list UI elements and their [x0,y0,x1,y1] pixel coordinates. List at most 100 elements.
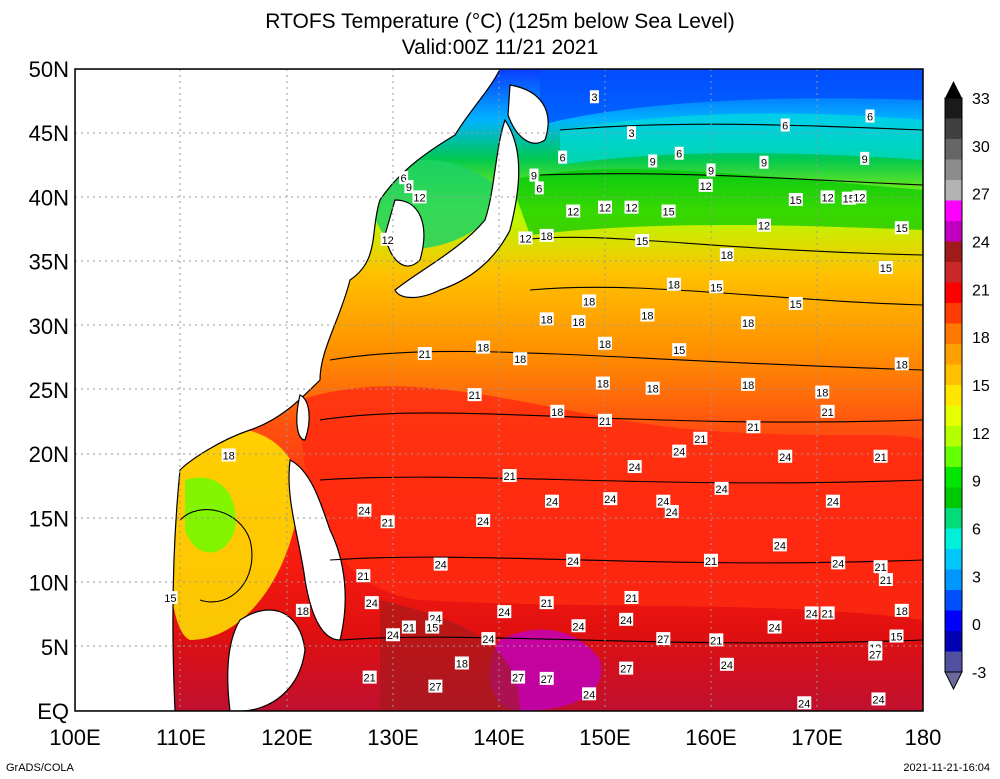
lon-tick-label: 100E [49,725,100,750]
contour-label: 3 [628,128,634,140]
contour-label-box [656,632,671,646]
contour-label-box [624,200,639,214]
longitude-axis: 100E 110E 120E 130E 140E 150E 160E 170E 180 [49,725,941,750]
contour-label: 21 [382,517,394,529]
philippines-land [288,459,346,641]
contour-label: 24 [629,462,641,474]
contour-label-box [780,118,790,132]
contour-label-box [894,357,909,371]
blue-north-patch [540,69,923,125]
footer-timestamp: 2021-11-21-16:04 [903,762,990,774]
contour-label-box [362,670,377,684]
contour-label-box [550,404,565,418]
contour-label: 18 [599,339,611,351]
contour-label-box [481,632,496,646]
colorbar-tick-label: 30 [972,139,990,156]
contour-label-box [894,603,909,617]
contour-label: 9 [406,182,412,194]
contour-label: 6 [401,173,407,185]
korea-land [384,199,425,267]
contour-label: 21 [599,416,611,428]
contour-label-box [598,413,612,427]
contour-label-box [467,388,482,402]
contour-label-box [640,308,655,322]
contour-label-box [841,191,856,205]
contour-label: 18 [742,380,754,392]
contour-label-box [741,316,756,330]
contour-label-box [627,126,636,140]
contour-label: 18 [477,343,489,355]
contour-label-box [788,192,803,206]
contour-label: 24 [721,660,733,672]
contour-label-box [698,178,713,192]
contour-label-box [545,494,559,508]
colorbar-segment [945,323,962,345]
contour-label: 15 [843,194,855,206]
contour-label: 6 [536,183,542,195]
colorbar-tick-label: 3 [972,569,981,586]
contour-label-box [582,294,597,308]
contour-label-box [356,569,371,583]
hokkaido-land [507,84,549,144]
lon-tick-label: 160E [685,725,736,750]
colorbar-segment [945,303,962,324]
colorbar [944,81,963,691]
colorbar-segment [945,385,962,406]
contour-label: 21 [710,635,722,647]
contour-label-box [539,596,554,610]
colorbar-segment [945,364,962,386]
contour-label: 18 [816,388,828,400]
contour-label: 24 [567,556,579,568]
contour-label: 18 [896,606,908,618]
contour-label-box [656,494,671,508]
contour-label: 21 [694,434,706,446]
asia-land [75,69,501,711]
contour-label: 21 [403,623,415,635]
contour-label-box [399,171,409,185]
contour-label-box [757,218,771,232]
contour-label: 21 [357,571,369,583]
contour-label: 24 [673,447,685,459]
colorbar-max-arrow [945,81,962,98]
contour-label: 12 [519,233,531,245]
contour-label: 15 [790,195,802,207]
contour-label-box [566,204,581,218]
contour-label: 12 [599,203,611,215]
contour-label-box [868,647,883,661]
contour-label: 3 [591,92,597,104]
contour-label-box [598,336,612,350]
contour-label-box [425,620,440,634]
contour-label-box [820,190,835,204]
contour-label-box [595,376,610,390]
contour-label: 18 [572,317,584,329]
contour-label: 24 [620,615,632,627]
contour-label: 24 [366,598,378,610]
contour-label-box [619,661,634,675]
contour-label: 24 [666,507,678,519]
contour-label: 18 [668,280,680,292]
contour-label-box [878,261,893,275]
lon-tick-label: 150E [579,725,630,750]
contour-label: 18 [541,231,553,243]
contour-label: 24 [832,558,844,570]
contour-label: 24 [387,630,399,642]
contour-label: 21 [874,452,886,464]
lat-tick-label: 20N [29,442,69,467]
contour-label: 21 [625,593,637,605]
colorbar-tick-label: 15 [972,378,990,395]
contour-label-box [603,492,618,506]
contour-label: 15 [880,263,892,275]
contour-label: 15 [890,632,902,644]
colorbar-segment [945,180,962,201]
contour-label: 21 [503,471,515,483]
contour-label-box [502,469,517,483]
contour-label: 21 [419,349,431,361]
contour-label-box [571,619,586,633]
contour-label-box [648,154,658,168]
colorbar-tick-label: 18 [972,330,990,347]
contour-label: 18 [597,379,609,391]
contour-label-box [778,449,793,463]
contour-label-box [704,553,718,567]
